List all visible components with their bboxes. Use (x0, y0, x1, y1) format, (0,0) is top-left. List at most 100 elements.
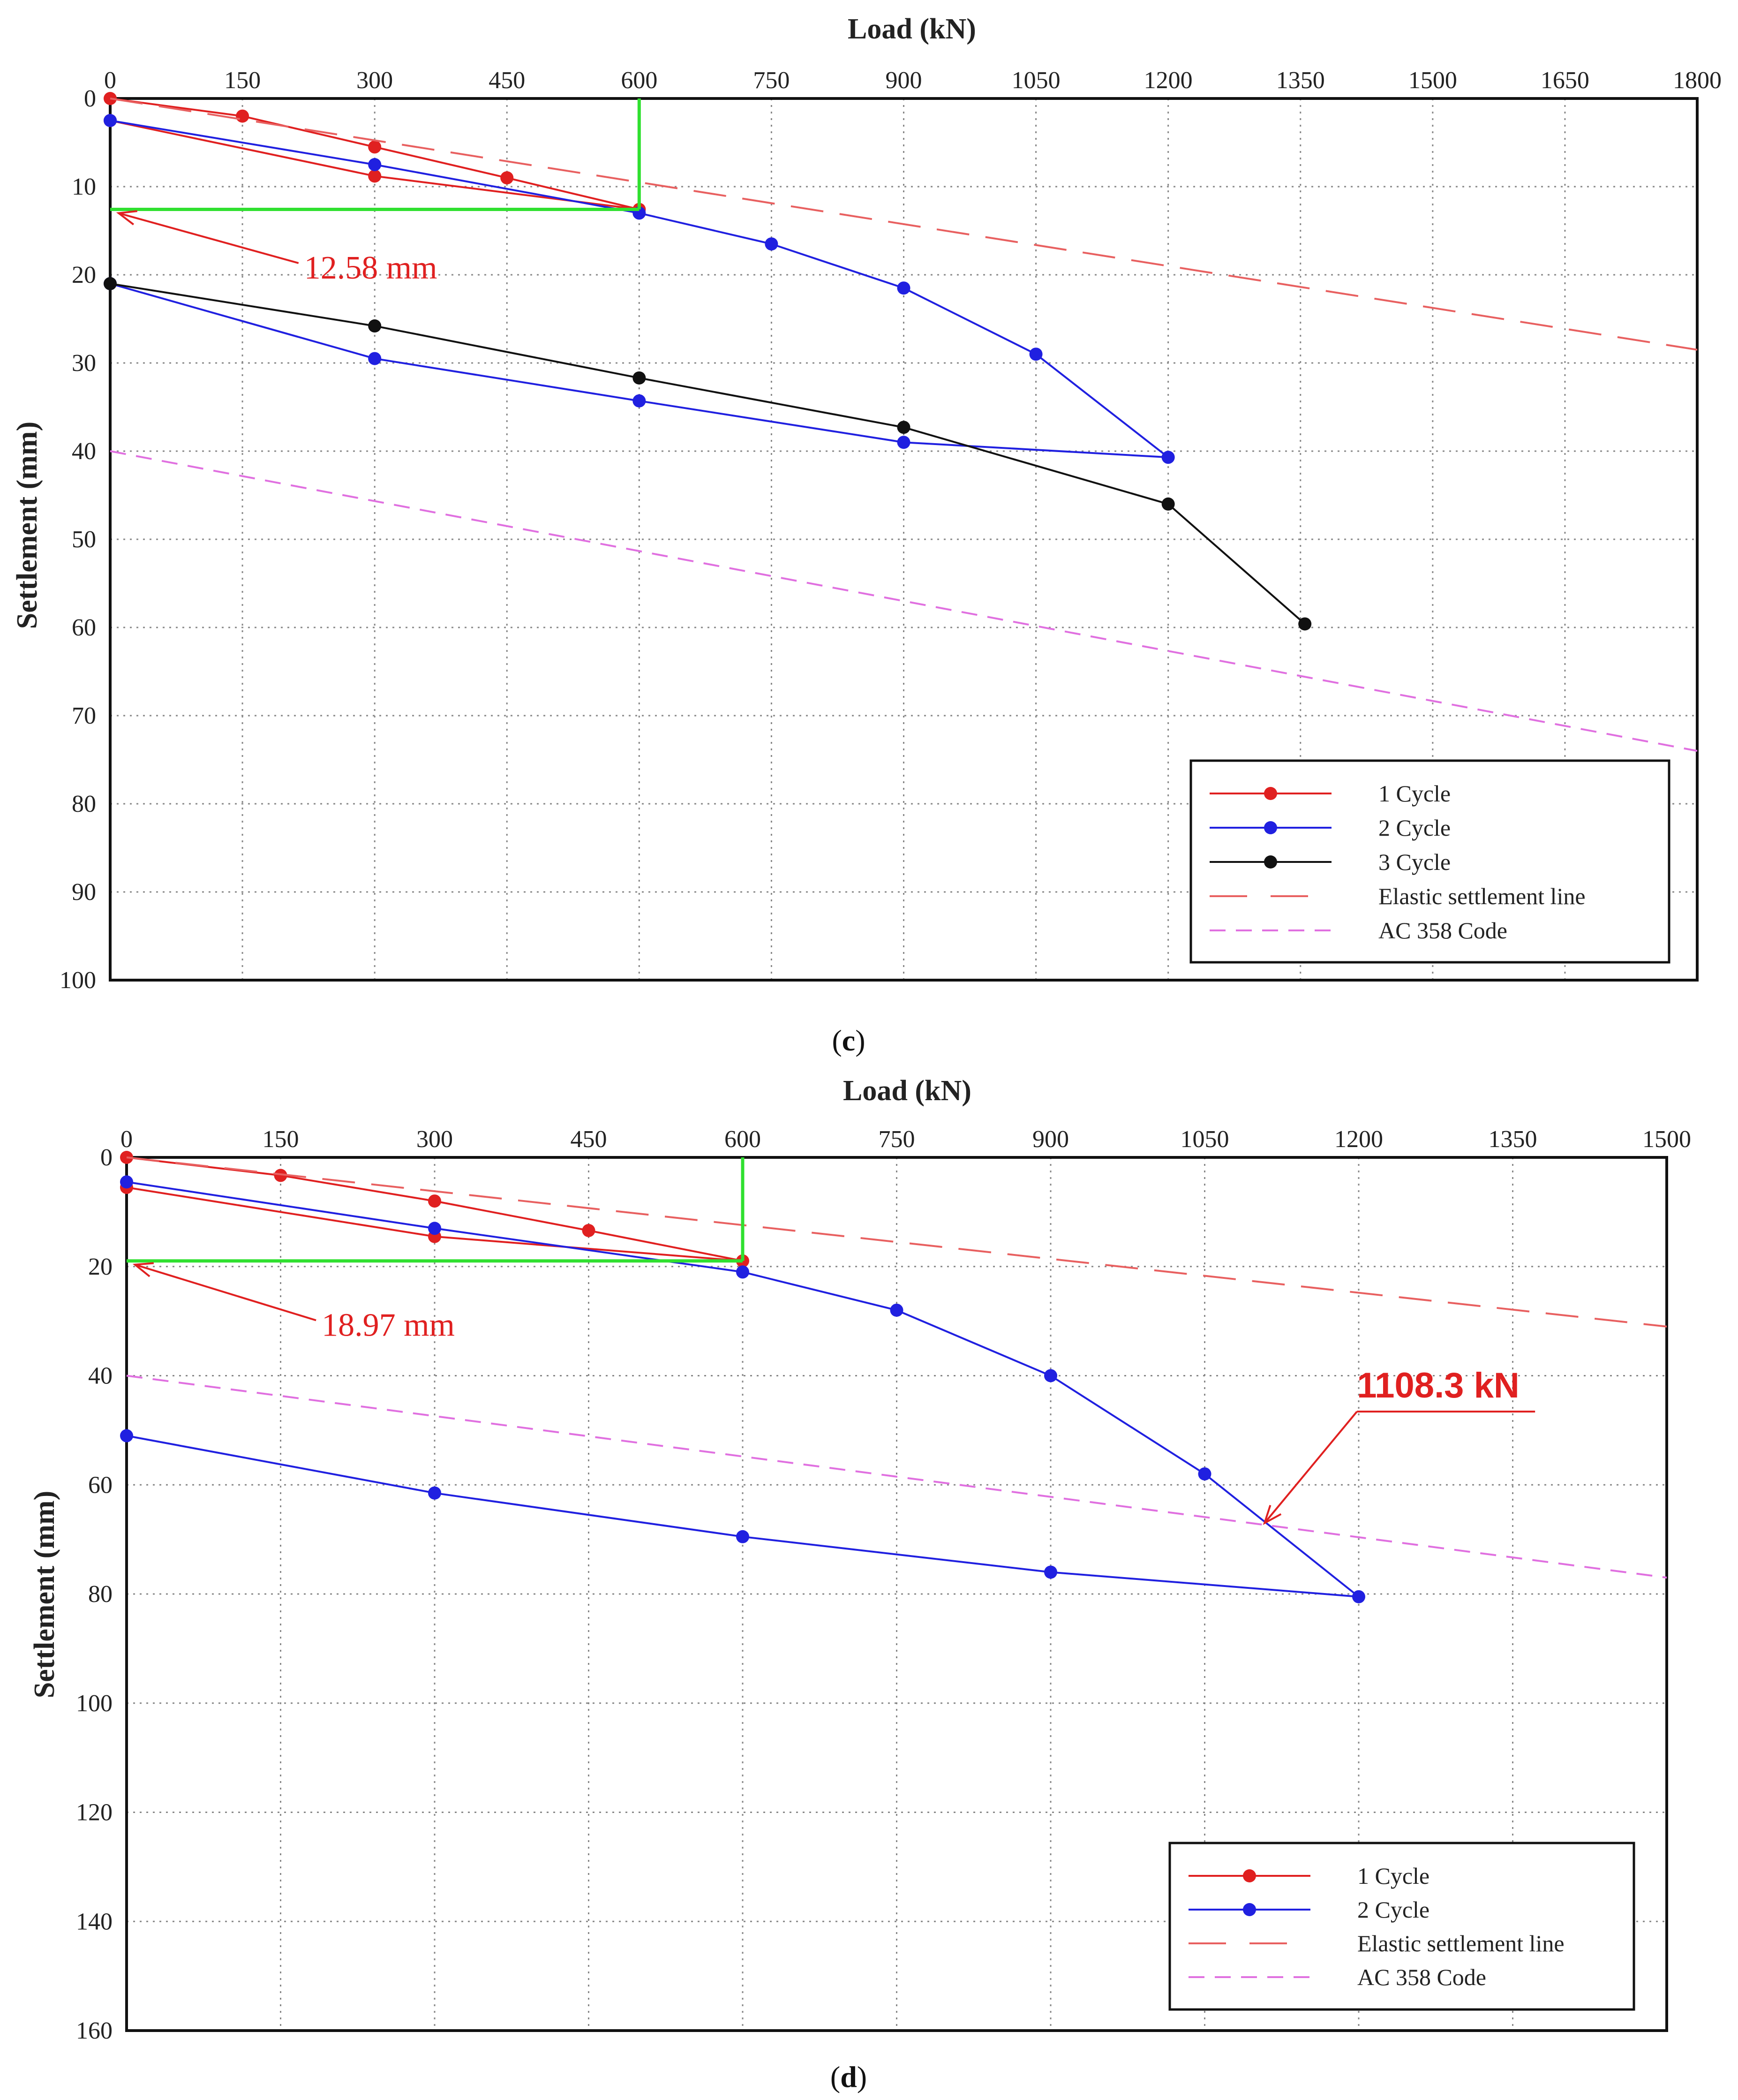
x-tick-label: 450 (489, 67, 525, 94)
x-tick-label: 450 (571, 1126, 607, 1153)
y-tick-label: 60 (72, 614, 96, 641)
data-point-2-cycle (890, 1303, 903, 1317)
y-tick-label: 160 (76, 2017, 113, 2044)
y-tick-label: 30 (72, 350, 96, 377)
chart-c-plot-area (104, 92, 1698, 752)
annotation-leader (118, 212, 299, 264)
y-tick-label: 80 (88, 1581, 113, 1608)
data-point-2-cycle (120, 1429, 133, 1443)
chart-d-plot-area (120, 1151, 1667, 1603)
x-tick-label: 1650 (1541, 67, 1589, 94)
y-tick-label: 120 (76, 1799, 113, 1826)
chart-c-legend: 1 Cycle 2 Cycle 3 Cycle Elastic settlement … (1189, 759, 1670, 964)
annotation-arrowhead (132, 1262, 154, 1277)
y-tick-label: 100 (60, 967, 96, 994)
legend-label: Elastic settlement line (1378, 883, 1586, 909)
y-tick-label: 50 (72, 526, 96, 553)
chart-d-y-axis-title: Settlement (mm) (29, 1491, 60, 1698)
x-tick-label: 1500 (1408, 67, 1457, 94)
data-point-3-cycle (897, 421, 910, 434)
legend-swatch-marker (1243, 1903, 1256, 1916)
data-point-2-cycle (368, 158, 382, 171)
data-point-2-cycle (428, 1486, 441, 1500)
data-point-1-cycle (500, 171, 514, 185)
legend-label: 3 Cycle (1378, 849, 1451, 875)
data-point-2-cycle (765, 237, 778, 251)
data-point-2-cycle (1029, 347, 1043, 361)
series-line-ac-358-code (126, 1375, 1667, 1579)
legend-swatch-marker (1264, 855, 1277, 869)
legend-swatch-marker (1264, 821, 1277, 834)
chart-panel-c: Load (kN) Settlement (mm) 0 150 300 450 600 7… (11, 13, 1722, 1057)
x-tick-label: 1200 (1334, 1126, 1383, 1153)
data-point-1-cycle (368, 140, 382, 154)
chart-c-tick-labels: 0 150 300 450 600 750 900 1050 1200 1350 1500 1650 1… (60, 67, 1722, 994)
x-tick-label: 0 (104, 67, 116, 94)
data-point-3-cycle (368, 319, 382, 333)
data-point-3-cycle (1161, 497, 1175, 511)
data-point-2-cycle (736, 1265, 749, 1279)
data-point-2-cycle (897, 436, 910, 449)
data-point-1-cycle (236, 109, 249, 123)
data-point-1-cycle (368, 169, 382, 183)
annotation-leader (1264, 1411, 1358, 1524)
data-point-2-cycle (428, 1222, 441, 1235)
x-tick-label: 1050 (1012, 67, 1061, 94)
plot-frame (125, 1156, 1668, 2032)
chart-d-annotations: 18.97 mm 1108.3 kN (132, 1262, 1535, 1525)
data-point-2-cycle (632, 394, 646, 408)
data-point-3-cycle (632, 371, 646, 385)
series-line-elastic-settlement-line (126, 1156, 1667, 1328)
chart-c-x-axis-title: Load (kN) (848, 13, 976, 45)
annotation-arrowhead (116, 210, 137, 226)
y-tick-label: 70 (72, 703, 96, 729)
y-tick-label: 10 (72, 174, 96, 200)
x-tick-label: 600 (621, 67, 657, 94)
y-tick-label: 60 (88, 1472, 113, 1498)
data-point-2-cycle (1161, 451, 1175, 464)
data-point-2-cycle (1044, 1565, 1057, 1579)
chart-panel-d: Load (kN) Settlement (mm) 0 150 300 450 600 7… (29, 1075, 1691, 2093)
data-point-2-cycle (368, 352, 382, 365)
data-point-1-cycle (428, 1194, 441, 1208)
data-point-2-cycle (1044, 1369, 1057, 1382)
legend-swatch-marker (1264, 787, 1277, 800)
y-tick-label: 0 (84, 85, 96, 112)
y-tick-label: 40 (72, 438, 96, 465)
annotation-label: 1108.3 kN (1357, 1366, 1520, 1405)
y-tick-label: 0 (100, 1144, 113, 1171)
chart-c-annotations: 12.58 mm (116, 210, 437, 286)
y-tick-label: 20 (72, 262, 96, 288)
data-point-3-cycle (1298, 617, 1312, 631)
legend-label: 2 Cycle (1378, 815, 1451, 841)
x-tick-label: 0 (120, 1126, 133, 1153)
x-tick-label: 900 (886, 67, 922, 94)
data-point-1-cycle (582, 1224, 595, 1237)
panel-label-c: (c) (832, 1024, 865, 1057)
x-tick-label: 750 (753, 67, 790, 94)
annotation-label: 12.58 mm (304, 250, 437, 286)
legend-label: AC 358 Code (1378, 917, 1507, 944)
x-tick-label: 1050 (1181, 1126, 1229, 1153)
x-tick-label: 1350 (1489, 1126, 1537, 1153)
series-line-elastic-settlement-line (110, 98, 1698, 351)
y-tick-label: 100 (76, 1690, 113, 1717)
legend-label: 1 Cycle (1357, 1863, 1430, 1889)
x-tick-label: 1350 (1276, 67, 1325, 94)
chart-c-y-axis-title: Settlement (mm) (11, 422, 43, 629)
plot-frame (109, 97, 1699, 982)
data-point-2-cycle (120, 1175, 133, 1189)
data-point-2-cycle (897, 281, 910, 295)
series-line-3-cycle (110, 282, 1306, 625)
y-tick-label: 40 (88, 1363, 113, 1390)
x-tick-label: 900 (1032, 1126, 1069, 1153)
panel-label-d: (d) (830, 2060, 867, 2093)
annotation-leader (135, 1263, 316, 1322)
data-point-1-cycle (274, 1169, 287, 1182)
x-tick-label: 300 (356, 67, 393, 94)
annotation-arrowhead (1263, 1505, 1282, 1525)
data-point-2-cycle (736, 1530, 749, 1543)
data-point-2-cycle (1198, 1467, 1211, 1481)
x-tick-label: 1200 (1144, 67, 1193, 94)
